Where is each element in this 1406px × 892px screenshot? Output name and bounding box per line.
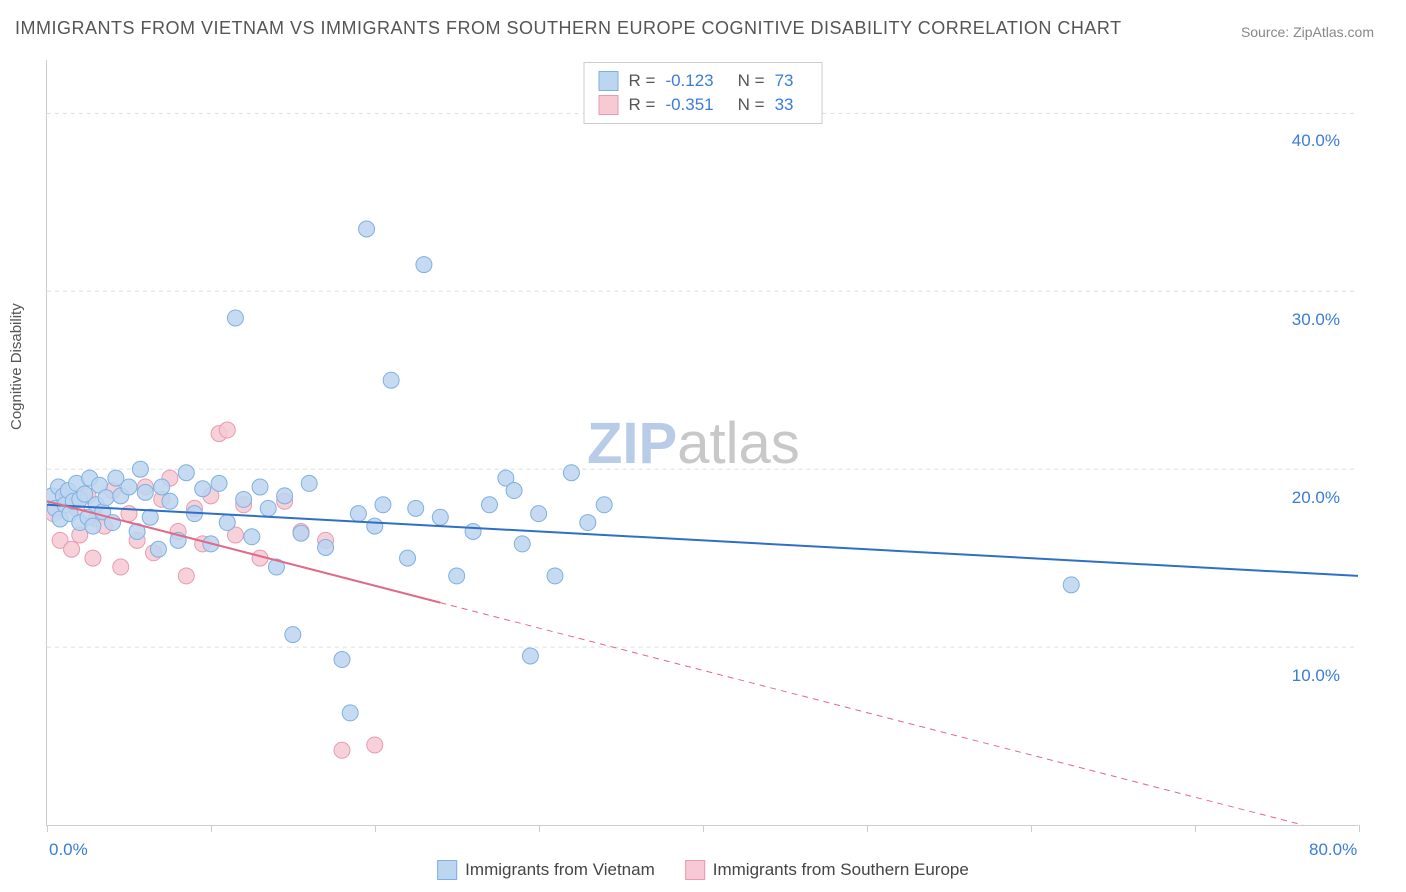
scatter-point bbox=[367, 518, 383, 534]
scatter-point bbox=[547, 568, 563, 584]
x-tick bbox=[867, 825, 868, 832]
scatter-point bbox=[514, 536, 530, 552]
scatter-point bbox=[400, 550, 416, 566]
x-tick bbox=[47, 825, 48, 832]
chart-title: IMMIGRANTS FROM VIETNAM VS IMMIGRANTS FR… bbox=[15, 18, 1122, 39]
scatter-point bbox=[449, 568, 465, 584]
source-label: Source: ZipAtlas.com bbox=[1241, 24, 1374, 40]
n-value-a: 73 bbox=[775, 71, 794, 91]
r-value-a: -0.123 bbox=[665, 71, 713, 91]
r-value-b: -0.351 bbox=[665, 95, 713, 115]
x-tick bbox=[1031, 825, 1032, 832]
scatter-point bbox=[367, 737, 383, 753]
scatter-point bbox=[178, 465, 194, 481]
legend-swatch-b bbox=[599, 95, 619, 115]
x-tick-label: 0.0% bbox=[49, 840, 88, 860]
n-label-a: N = bbox=[738, 71, 765, 91]
n-label-b: N = bbox=[738, 95, 765, 115]
legend-label-b: Immigrants from Southern Europe bbox=[713, 860, 969, 880]
legend-label-a: Immigrants from Vietnam bbox=[465, 860, 655, 880]
y-axis-title: Cognitive Disability bbox=[8, 303, 25, 430]
r-label-a: R = bbox=[629, 71, 656, 91]
legend-item-a: Immigrants from Vietnam bbox=[437, 860, 655, 880]
scatter-point bbox=[408, 500, 424, 516]
scatter-point bbox=[318, 539, 334, 555]
scatter-point bbox=[132, 461, 148, 477]
scatter-point bbox=[596, 497, 612, 513]
x-tick bbox=[703, 825, 704, 832]
scatter-point bbox=[162, 493, 178, 509]
plot-svg bbox=[47, 60, 1358, 825]
legend-swatch-a bbox=[599, 71, 619, 91]
series-legend: Immigrants from Vietnam Immigrants from … bbox=[437, 860, 969, 880]
scatter-point bbox=[211, 475, 227, 491]
legend-item-b: Immigrants from Southern Europe bbox=[685, 860, 969, 880]
scatter-point bbox=[64, 541, 80, 557]
scatter-point bbox=[481, 497, 497, 513]
n-value-b: 33 bbox=[775, 95, 794, 115]
x-tick bbox=[1359, 825, 1360, 832]
scatter-point bbox=[150, 541, 166, 557]
scatter-point bbox=[359, 221, 375, 237]
scatter-point bbox=[531, 506, 547, 522]
scatter-point bbox=[563, 465, 579, 481]
scatter-point bbox=[277, 488, 293, 504]
scatter-point bbox=[260, 500, 276, 516]
scatter-point bbox=[252, 479, 268, 495]
x-tick-label: 80.0% bbox=[1309, 840, 1357, 860]
scatter-point bbox=[1063, 577, 1079, 593]
scatter-point bbox=[506, 483, 522, 499]
scatter-point bbox=[350, 506, 366, 522]
correlation-legend: R = -0.123 N = 73 R = -0.351 N = 33 bbox=[584, 62, 823, 124]
scatter-point bbox=[580, 515, 596, 531]
scatter-point bbox=[383, 372, 399, 388]
scatter-point bbox=[416, 257, 432, 273]
scatter-point bbox=[236, 491, 252, 507]
scatter-point bbox=[154, 479, 170, 495]
scatter-point bbox=[98, 490, 114, 506]
scatter-point bbox=[375, 497, 391, 513]
r-label-b: R = bbox=[629, 95, 656, 115]
scatter-point bbox=[522, 648, 538, 664]
legend-swatch-bottom-a bbox=[437, 860, 457, 880]
scatter-point bbox=[334, 652, 350, 668]
scatter-point bbox=[195, 481, 211, 497]
x-tick bbox=[539, 825, 540, 832]
scatter-point bbox=[342, 705, 358, 721]
scatter-point bbox=[334, 742, 350, 758]
legend-row-series-b: R = -0.351 N = 33 bbox=[599, 93, 808, 117]
x-tick bbox=[211, 825, 212, 832]
scatter-point bbox=[137, 484, 153, 500]
trend-line-extrapolated bbox=[440, 603, 1303, 825]
legend-swatch-bottom-b bbox=[685, 860, 705, 880]
plot-area: ZIPatlas 10.0%20.0%30.0%40.0%0.0%80.0% bbox=[46, 60, 1358, 826]
scatter-point bbox=[293, 525, 309, 541]
scatter-point bbox=[108, 470, 124, 486]
scatter-point bbox=[301, 475, 317, 491]
trend-line bbox=[47, 505, 1358, 576]
scatter-point bbox=[227, 310, 243, 326]
scatter-point bbox=[432, 509, 448, 525]
scatter-point bbox=[178, 568, 194, 584]
scatter-point bbox=[113, 559, 129, 575]
scatter-point bbox=[285, 627, 301, 643]
scatter-point bbox=[219, 515, 235, 531]
scatter-point bbox=[85, 518, 101, 534]
x-tick bbox=[375, 825, 376, 832]
scatter-point bbox=[244, 529, 260, 545]
legend-row-series-a: R = -0.123 N = 73 bbox=[599, 69, 808, 93]
x-tick bbox=[1195, 825, 1196, 832]
scatter-point bbox=[85, 550, 101, 566]
scatter-point bbox=[465, 523, 481, 539]
scatter-point bbox=[219, 422, 235, 438]
